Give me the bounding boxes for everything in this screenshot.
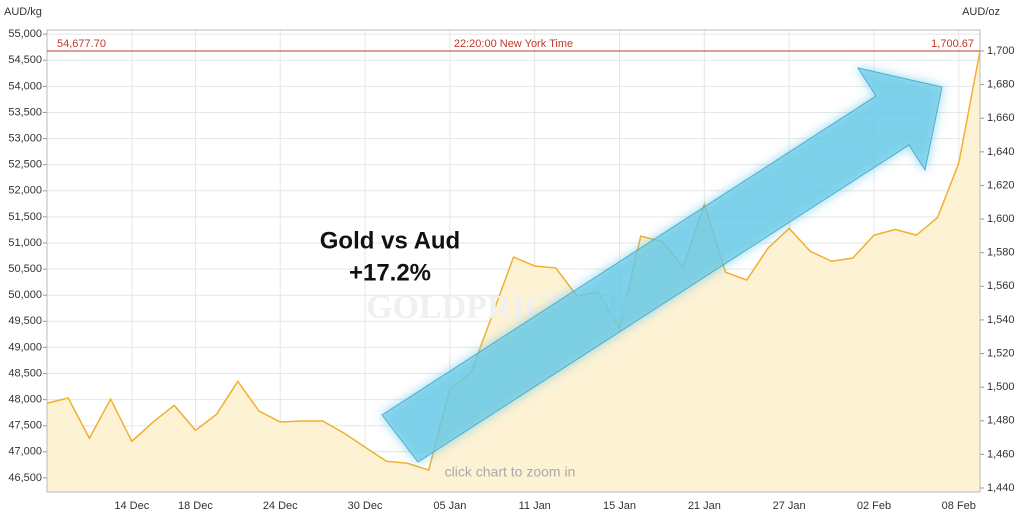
- x-tick-label: 24 Dec: [263, 500, 298, 512]
- x-tick-label: 05 Jan: [433, 500, 466, 512]
- y2-tick-label: 1,440: [987, 482, 1015, 494]
- reference-label: 54,677.70: [57, 38, 106, 50]
- y-tick-label: 47,000: [8, 446, 42, 458]
- y-tick-label: 54,000: [8, 80, 42, 92]
- y2-tick-label: 1,620: [987, 179, 1015, 191]
- y-axis-title: AUD/kg: [4, 6, 42, 18]
- x-tick-label: 02 Feb: [857, 500, 891, 512]
- y-tick-label: 54,500: [8, 54, 42, 66]
- y-tick-label: 51,000: [8, 237, 42, 249]
- y2-tick-label: 1,560: [987, 280, 1015, 292]
- y-tick-label: 50,000: [8, 289, 42, 301]
- x-tick-label: 30 Dec: [348, 500, 383, 512]
- x-tick-label: 14 Dec: [114, 500, 149, 512]
- x-tick-label: 18 Dec: [178, 500, 213, 512]
- y-tick-label: 51,500: [8, 211, 42, 223]
- y-tick-label: 48,000: [8, 394, 42, 406]
- reference-y2-label: 1,700.67: [931, 38, 974, 50]
- y-tick-label: 53,000: [8, 132, 42, 144]
- y-tick-label: 52,000: [8, 185, 42, 197]
- y2-tick-label: 1,700: [987, 45, 1015, 57]
- y-tick-label: 50,500: [8, 263, 42, 275]
- x-tick-label: 21 Jan: [688, 500, 721, 512]
- x-tick-label: 08 Feb: [942, 500, 976, 512]
- area: [47, 50, 980, 493]
- y2-tick-label: 1,580: [987, 247, 1015, 259]
- y-tick-label: 47,500: [8, 420, 42, 432]
- plot-border: [46, 29, 981, 493]
- y-tick-label: 46,500: [8, 472, 42, 484]
- y2-tick-label: 1,640: [987, 146, 1015, 158]
- y2-tick-label: 1,500: [987, 381, 1015, 393]
- x-tick-label: 15 Jan: [603, 500, 636, 512]
- y-tick-label: 55,000: [8, 28, 42, 40]
- y2-tick-label: 1,680: [987, 79, 1015, 91]
- x-tick-label: 11 Jan: [519, 500, 551, 512]
- annotation-change: +17.2%: [349, 259, 431, 286]
- y-tick-label: 52,500: [8, 159, 42, 171]
- y2-tick-label: 1,660: [987, 112, 1015, 124]
- y2-tick-label: 1,460: [987, 448, 1015, 460]
- plot: [46, 50, 981, 493]
- reference-time: 22:20:00 New York Time: [454, 38, 573, 50]
- y-tick-label: 48,500: [8, 367, 42, 379]
- zoom-hint: click chart to zoom in: [445, 464, 576, 480]
- y2-tick-label: 1,600: [987, 213, 1015, 225]
- y2-tick-label: 1,480: [987, 415, 1015, 427]
- annotation-title: Gold vs Aud: [320, 227, 460, 254]
- line: [46, 50, 981, 472]
- y2-tick-label: 1,540: [987, 314, 1015, 326]
- y-tick-label: 49,500: [8, 315, 42, 327]
- y2-tick-label: 1,520: [987, 347, 1015, 359]
- x-tick-label: 27 Jan: [773, 500, 806, 512]
- y-tick-label: 49,000: [8, 341, 42, 353]
- y-tick-label: 53,500: [8, 106, 42, 118]
- y2-axis-title: AUD/oz: [962, 6, 1000, 18]
- trend-arrow: [381, 67, 943, 463]
